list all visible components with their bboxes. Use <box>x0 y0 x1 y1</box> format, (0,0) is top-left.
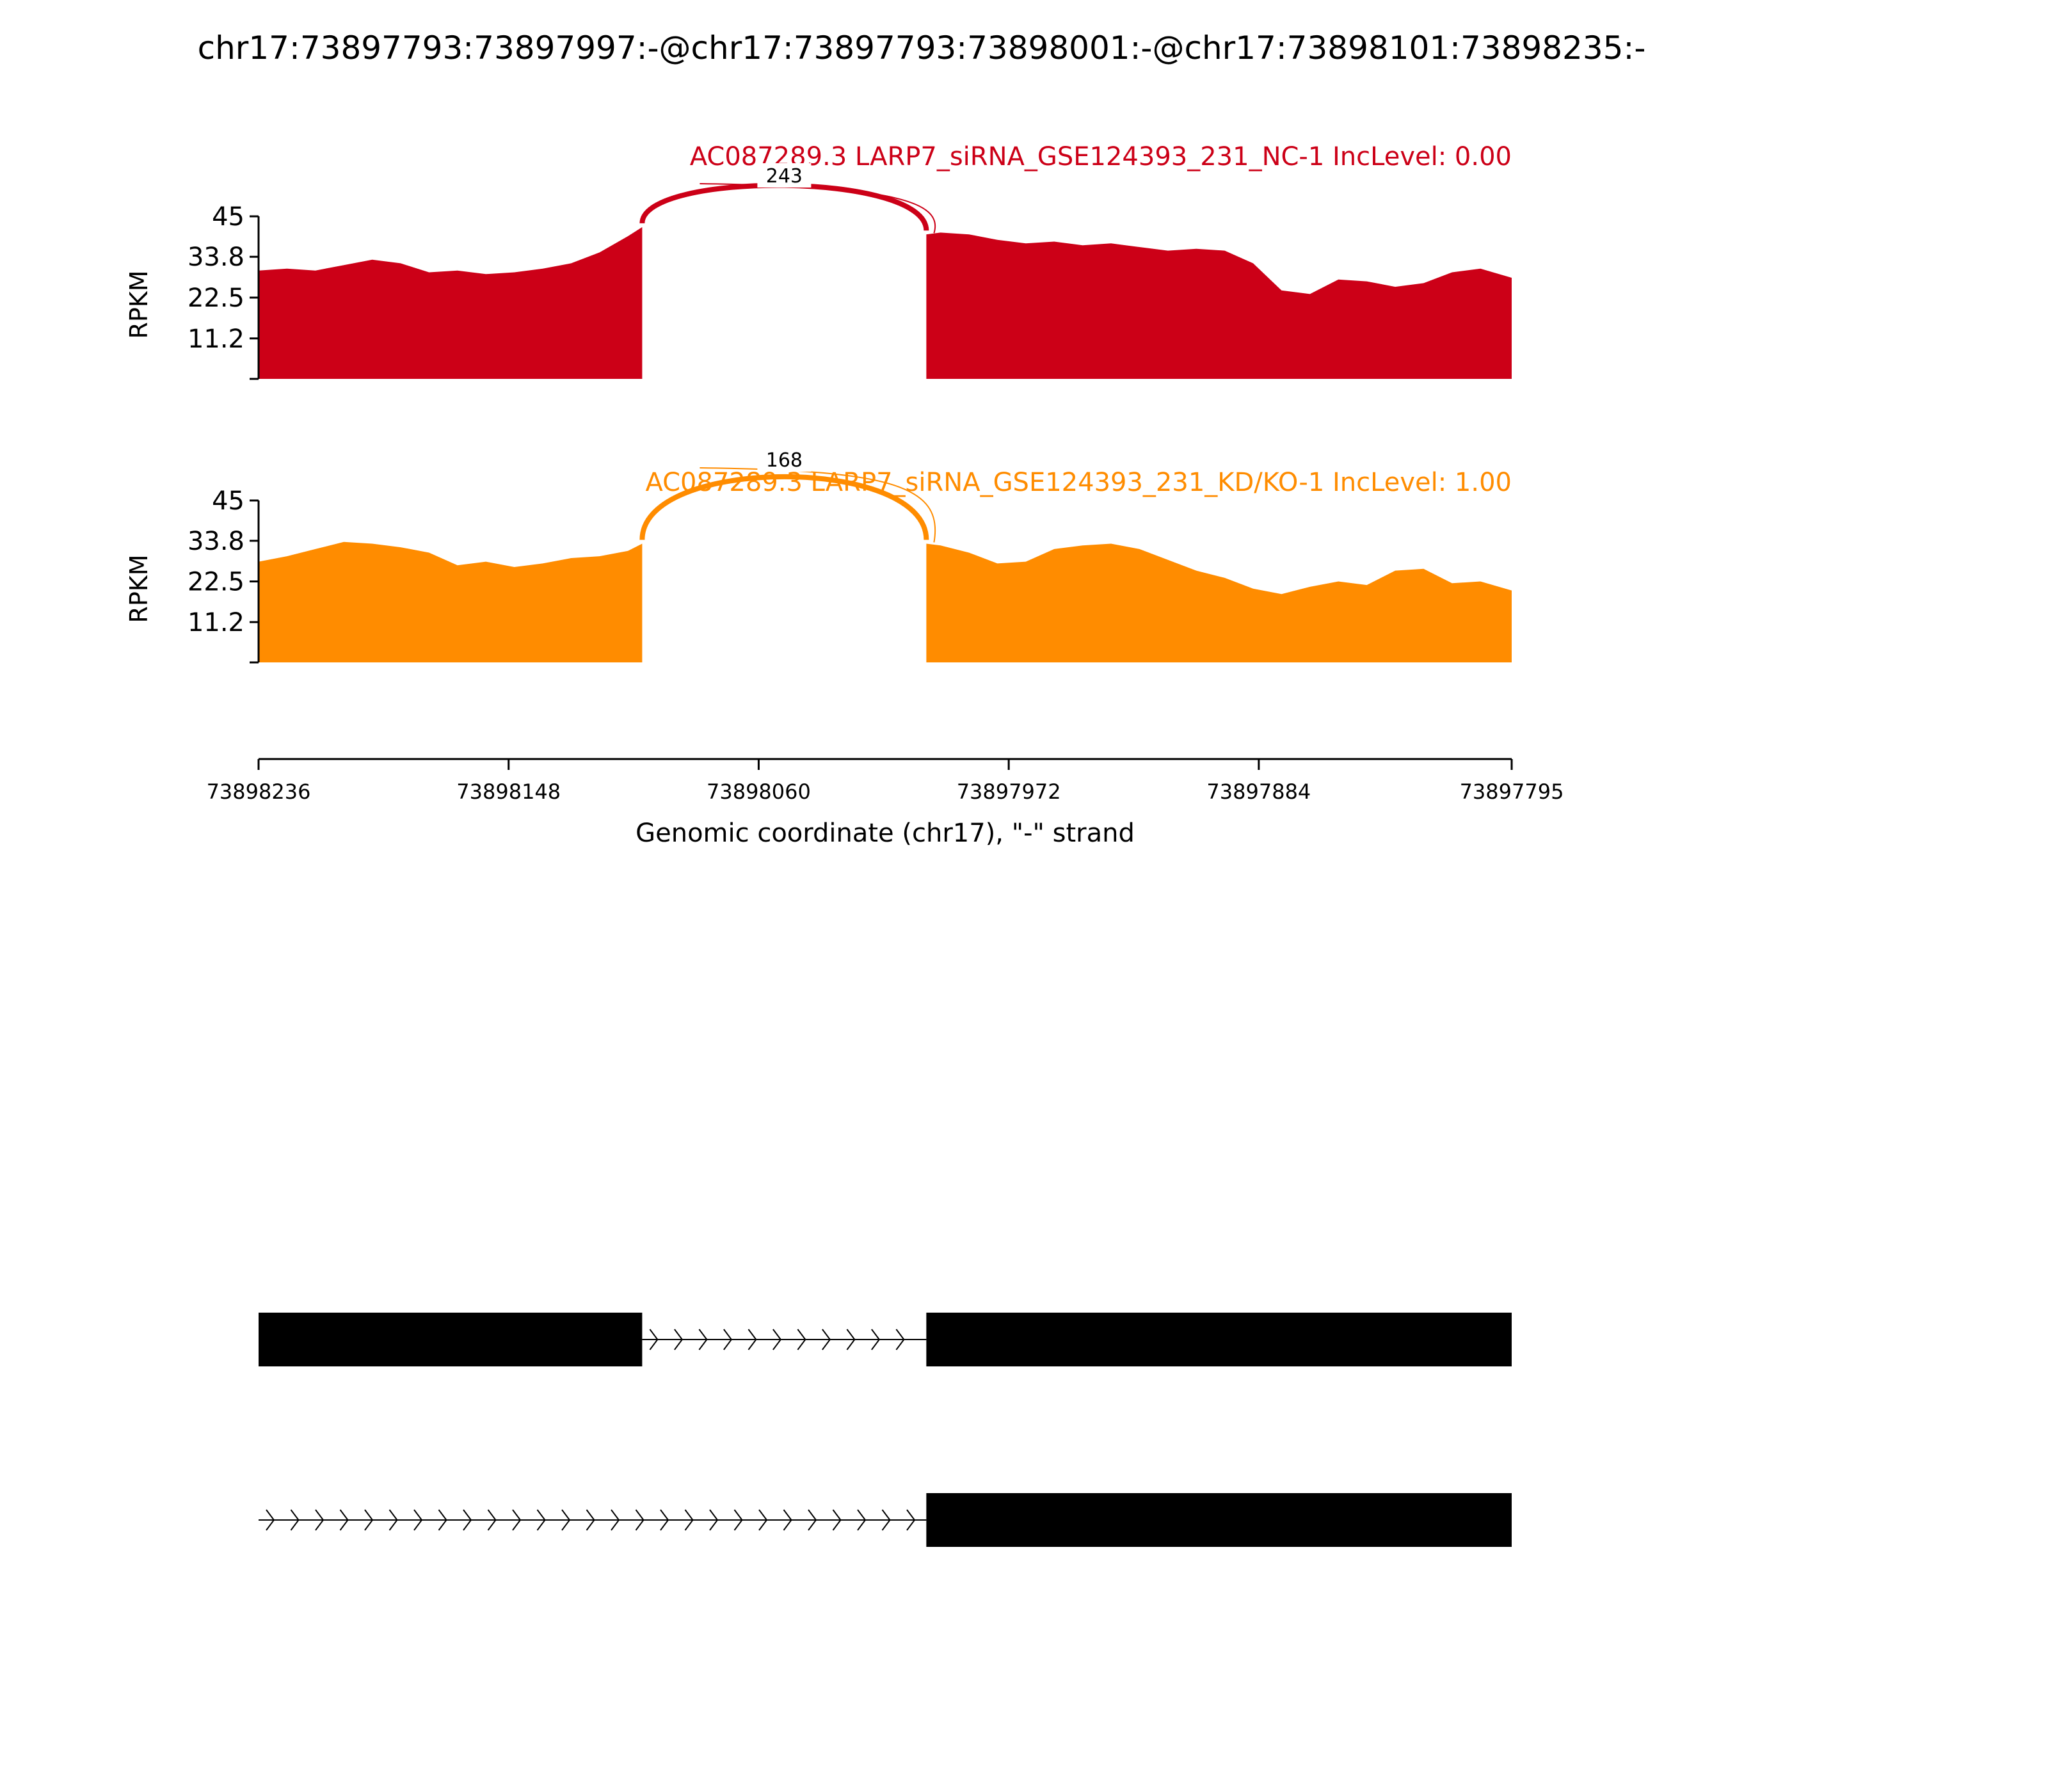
y-tick-label: 22.5 <box>188 568 244 597</box>
strand-arrow <box>649 1329 659 1350</box>
sample-panel-kd: AC087289.3 LARP7_siRNA_GSE124393_231_KD/… <box>125 447 1512 664</box>
strand-arrow <box>364 1509 374 1531</box>
y-tick-label: 22.5 <box>188 284 244 313</box>
strand-arrow <box>674 1329 684 1350</box>
strand-arrow <box>660 1509 669 1531</box>
junction-label-bg <box>757 447 812 472</box>
x-tick-label: 73898060 <box>707 780 811 804</box>
strand-arrow <box>871 1329 881 1350</box>
coverage-area-upstream <box>259 541 643 662</box>
strand-arrow <box>698 1329 708 1350</box>
strand-arrow <box>808 1509 817 1531</box>
exon-block <box>259 1313 643 1366</box>
y-tick-label: 45 <box>212 486 244 516</box>
strand-arrow <box>512 1509 522 1531</box>
junction-arc-outline <box>700 183 936 234</box>
strand-arrow <box>748 1329 757 1350</box>
y-axis: 45 33.8 22.5 11.2 <box>188 486 260 664</box>
exon-block <box>926 1493 1512 1547</box>
y-tick-label: 33.8 <box>188 243 244 272</box>
y-axis-label: RPKM <box>125 554 153 623</box>
coverage-marks: 243 <box>259 163 1512 379</box>
junction-label-bg <box>757 163 812 188</box>
strand-arrow <box>413 1509 423 1531</box>
junction-count-label: 243 <box>766 165 803 188</box>
y-axis-label: RPKM <box>125 270 153 339</box>
strand-arrow <box>586 1509 595 1531</box>
strand-arrow <box>388 1509 398 1531</box>
junction-arc <box>639 474 929 540</box>
y-tick-label: 11.2 <box>188 324 244 354</box>
strand-arrow <box>895 1329 905 1350</box>
coverage-marks: 168 <box>259 447 1512 662</box>
strand-arrow <box>339 1509 349 1531</box>
strand-arrow <box>463 1509 472 1531</box>
x-tick-label: 73897884 <box>1206 780 1311 804</box>
y-tick-label: 11.2 <box>188 608 244 637</box>
x-tick-label: 73898236 <box>207 780 311 804</box>
x-tick-label: 73897795 <box>1460 780 1564 804</box>
sample-panel-nc: AC087289.3 LARP7_siRNA_GSE124393_231_NC-… <box>125 142 1512 380</box>
strand-arrow <box>733 1509 743 1531</box>
strand-arrow <box>536 1509 546 1531</box>
strand-arrow <box>315 1509 324 1531</box>
strand-arrow <box>561 1509 571 1531</box>
strand-arrow <box>438 1509 447 1531</box>
strand-arrow <box>772 1329 782 1350</box>
gene-models <box>259 1313 1512 1547</box>
x-axis: 73898236 73898148 73898060 73897972 73897884… <box>207 758 1564 848</box>
strand-arrow <box>857 1509 867 1531</box>
coverage-area-upstream <box>259 227 643 379</box>
strand-arrow <box>709 1509 719 1531</box>
strand-arrow <box>290 1509 300 1531</box>
strand-arrow <box>487 1509 497 1531</box>
junction-count-label: 168 <box>766 449 803 472</box>
x-tick-label: 73898148 <box>456 780 561 804</box>
y-tick-label: 33.8 <box>188 527 244 556</box>
panel-title: AC087289.3 LARP7_siRNA_GSE124393_231_NC-… <box>690 142 1512 172</box>
strand-arrow <box>723 1329 733 1350</box>
coverage-area-downstream <box>926 543 1512 662</box>
strand-arrow <box>797 1329 806 1350</box>
strand-arrow <box>906 1509 916 1531</box>
strand-arrow <box>846 1329 856 1350</box>
transcript-row <box>259 1313 1512 1366</box>
junction-arc <box>639 182 929 231</box>
x-ticks: 73898236 73898148 73898060 73897972 73897884… <box>207 759 1564 804</box>
coverage-area-downstream <box>926 232 1512 379</box>
strand-arrow <box>684 1509 694 1531</box>
y-tick-label: 45 <box>212 202 244 232</box>
transcript-row <box>259 1493 1512 1547</box>
strand-arrow <box>822 1329 831 1350</box>
exon-block <box>926 1313 1512 1366</box>
panel-title: AC087289.3 LARP7_siRNA_GSE124393_231_KD/… <box>645 468 1512 497</box>
strand-arrow <box>758 1509 768 1531</box>
strand-arrow <box>783 1509 792 1531</box>
strand-arrow <box>611 1509 620 1531</box>
page-title: chr17:73897793:73897997:-@chr17:73897793… <box>198 29 1646 67</box>
y-axis: 45 33.8 22.5 11.2 <box>188 202 260 380</box>
strand-arrow <box>881 1509 891 1531</box>
strand-arrow <box>635 1509 644 1531</box>
x-axis-label: Genomic coordinate (chr17), "-" strand <box>636 819 1135 848</box>
x-tick-label: 73897972 <box>957 780 1061 804</box>
strand-arrow <box>832 1509 842 1531</box>
strand-arrow <box>266 1509 275 1531</box>
